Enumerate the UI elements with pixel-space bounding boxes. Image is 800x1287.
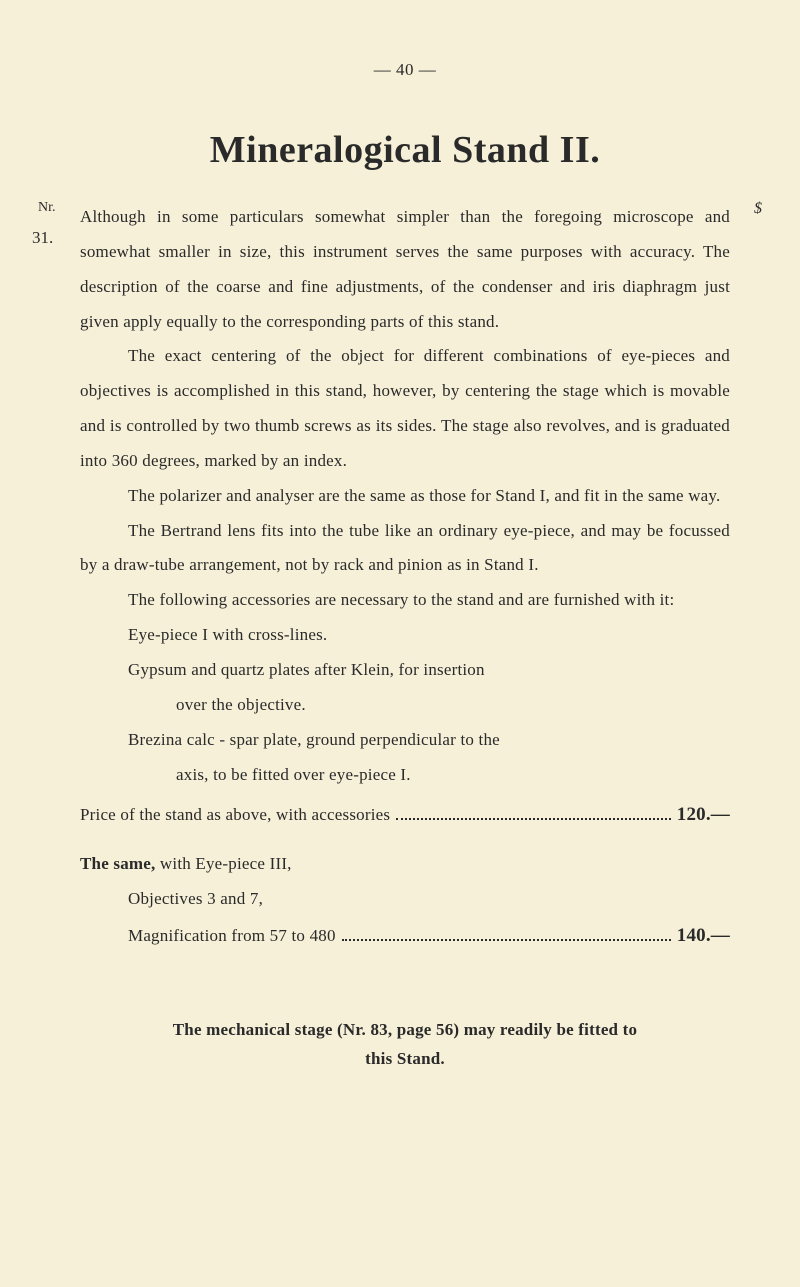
paragraph-5: The following accessories are necessary … bbox=[80, 583, 730, 618]
footer-note: The mechanical stage (Nr. 83, page 56) m… bbox=[80, 1016, 730, 1074]
objectives-line: Objectives 3 and 7, bbox=[80, 882, 730, 917]
page-title: Mineralogical Stand II. bbox=[80, 128, 730, 172]
footer-line-2: this Stand. bbox=[80, 1045, 730, 1074]
accessory-item-3a: Brezina calc - spar plate, ground perpen… bbox=[80, 723, 730, 758]
dot-leader bbox=[396, 818, 671, 820]
paragraph-1: Although in some particulars somewhat si… bbox=[80, 200, 730, 339]
same-rest: with Eye-piece III, bbox=[155, 854, 291, 873]
paragraph-3: The polarizer and analyser are the same … bbox=[80, 479, 730, 514]
paragraph-4: The Bertrand lens fits into the tube lik… bbox=[80, 514, 730, 584]
body-area: Nr. $ 31. Although in some particulars s… bbox=[80, 200, 730, 1074]
same-title: The same, with Eye-piece III, bbox=[80, 847, 730, 882]
price-1-value: 120.— bbox=[677, 796, 730, 835]
paragraph-2: The exact centering of the object for di… bbox=[80, 339, 730, 478]
accessory-item-1: Eye-piece I with cross-lines. bbox=[80, 618, 730, 653]
currency-symbol: $ bbox=[754, 200, 762, 218]
price-line-1: Price of the stand as above, with access… bbox=[80, 796, 730, 835]
page-number: — 40 — bbox=[80, 60, 730, 80]
accessory-item-2b: over the objective. bbox=[80, 688, 730, 723]
nr-label: Nr. bbox=[38, 200, 56, 216]
dot-leader bbox=[342, 939, 671, 941]
same-block: The same, with Eye-piece III, Objectives… bbox=[80, 847, 730, 956]
item-number: 31. bbox=[32, 228, 53, 248]
accessory-item-3b: axis, to be fitted over eye-piece I. bbox=[80, 758, 730, 793]
mag-lead: Magnification from 57 to 480 bbox=[128, 919, 336, 954]
accessory-item-2a: Gypsum and quartz plates after Klein, fo… bbox=[80, 653, 730, 688]
footer-line-1: The mechanical stage (Nr. 83, page 56) m… bbox=[80, 1016, 730, 1045]
price-1-lead: Price of the stand as above, with access… bbox=[80, 798, 390, 833]
magnification-line: Magnification from 57 to 480 140.— bbox=[80, 917, 730, 956]
price-2-value: 140.— bbox=[677, 917, 730, 956]
same-bold: The same, bbox=[80, 854, 155, 873]
